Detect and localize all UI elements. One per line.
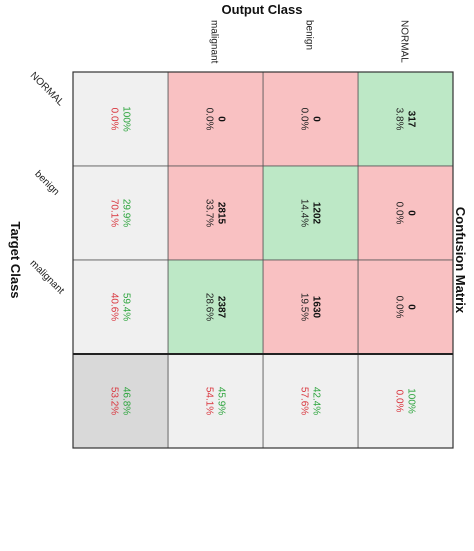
cell-value-0-1-line1: 0 bbox=[311, 116, 322, 122]
output-class-label: NORMAL bbox=[399, 20, 410, 63]
cell-value-2-1-line1: 1630 bbox=[311, 296, 322, 319]
row-summary-0-line2: 0.0% bbox=[109, 108, 120, 131]
target-class-label: malignant bbox=[28, 258, 67, 297]
row-summary-1: 29.9%70.1% bbox=[109, 199, 132, 227]
output-class-label: benign bbox=[304, 20, 315, 50]
matrix-cell-NORMAL-benign bbox=[262, 71, 359, 167]
matrix-cell-malignant-benign bbox=[262, 259, 359, 355]
cell-value-1-1-line1: 1202 bbox=[311, 202, 322, 225]
column-summary-cell-malignant bbox=[167, 353, 264, 449]
column-summary-2: 45.9%54.1% bbox=[204, 387, 227, 415]
output-class-tick-2: malignant bbox=[209, 20, 220, 64]
matrix-border bbox=[72, 71, 454, 449]
cell-value-2-2-line2: 28.6% bbox=[204, 293, 215, 321]
matrix-cell-malignant-malignant bbox=[167, 259, 264, 355]
row-summary-2-line1: 59.4% bbox=[121, 293, 132, 321]
column-summary-0-line2: 0.0% bbox=[394, 390, 405, 413]
column-summary-0-line1: 100% bbox=[406, 388, 417, 414]
cell-value-2-0: 00.0% bbox=[394, 296, 417, 319]
target-class-tick-1: benign bbox=[32, 169, 61, 198]
cell-value-1-0: 00.0% bbox=[394, 202, 417, 225]
matrix-cell-benign-malignant bbox=[167, 165, 264, 261]
target-class-label: benign bbox=[32, 169, 61, 198]
matrix-cell-malignant-NORMAL bbox=[357, 259, 454, 355]
row-summary-0: 100%0.0% bbox=[109, 106, 132, 132]
cell-value-2-2-line1: 2387 bbox=[216, 296, 227, 319]
cell-value-0-2-line1: 0 bbox=[216, 116, 227, 122]
cell-value-0-2: 00.0% bbox=[204, 108, 227, 131]
column-summary-1-line1: 42.4% bbox=[311, 387, 322, 415]
row-summary-cell-malignant bbox=[72, 259, 169, 355]
output-class-tick-0: NORMAL bbox=[399, 20, 410, 63]
output-class-label: malignant bbox=[209, 20, 220, 64]
cell-value-0-0-line2: 3.8% bbox=[394, 108, 405, 131]
chart-title: Confusion Matrix bbox=[453, 207, 468, 314]
column-summary-cell-benign bbox=[262, 353, 359, 449]
cell-value-1-0-line2: 0.0% bbox=[394, 202, 405, 225]
column-summary-2-line1: 45.9% bbox=[216, 387, 227, 415]
row-summary-cell-benign bbox=[72, 165, 169, 261]
output-class-tick-1: benign bbox=[304, 20, 315, 50]
cell-value-0-1-line2: 0.0% bbox=[299, 108, 310, 131]
cell-value-0-0-line1: 317 bbox=[406, 111, 417, 128]
cell-value-2-0-line1: 0 bbox=[406, 304, 417, 310]
cell-value-2-0-line2: 0.0% bbox=[394, 296, 405, 319]
y-axis-title-group: Target Class bbox=[8, 221, 23, 298]
x-axis-title: Output Class bbox=[222, 2, 303, 17]
matrix-cells: 3173.8%00.0%00.0%00.0%120214.4%281533.7%… bbox=[72, 71, 454, 449]
column-summary-0: 100%0.0% bbox=[394, 388, 417, 414]
matrix-cell-benign-benign bbox=[262, 165, 359, 261]
column-summary-cell-NORMAL bbox=[357, 353, 454, 449]
row-summary-2: 59.4%40.6% bbox=[109, 293, 132, 321]
row-summary-1-line2: 70.1% bbox=[109, 199, 120, 227]
cell-value-0-1: 00.0% bbox=[299, 108, 322, 131]
cell-value-0-2-line2: 0.0% bbox=[204, 108, 215, 131]
target-class-tick-2: malignant bbox=[28, 258, 67, 297]
cell-value-1-2-line2: 33.7% bbox=[204, 199, 215, 227]
row-summary-cell-NORMAL bbox=[72, 71, 169, 167]
column-summary-2-line2: 54.1% bbox=[204, 387, 215, 415]
y-axis-title: Target Class bbox=[8, 221, 23, 298]
target-class-label: NORMAL bbox=[28, 70, 66, 108]
matrix-cell-NORMAL-malignant bbox=[167, 71, 264, 167]
overall-accuracy: 46.8%53.2% bbox=[109, 387, 132, 415]
overall-accuracy-cell bbox=[72, 353, 169, 449]
row-summary-2-line2: 40.6% bbox=[109, 293, 120, 321]
overall-accuracy-line1: 46.8% bbox=[121, 387, 132, 415]
column-summary-1-line2: 57.6% bbox=[299, 387, 310, 415]
cell-value-1-2-line1: 2815 bbox=[216, 202, 227, 225]
row-summary-1-line1: 29.9% bbox=[121, 199, 132, 227]
overall-accuracy-line2: 53.2% bbox=[109, 387, 120, 415]
matrix-cell-NORMAL-NORMAL bbox=[357, 71, 454, 167]
cell-value-2-1-line2: 19.5% bbox=[299, 293, 310, 321]
cell-value-1-0-line1: 0 bbox=[406, 210, 417, 216]
target-class-tick-0: NORMAL bbox=[28, 70, 66, 108]
matrix-cell-benign-NORMAL bbox=[357, 165, 454, 261]
row-summary-0-line1: 100% bbox=[121, 106, 132, 132]
cell-value-1-1-line2: 14.4% bbox=[299, 199, 310, 227]
chart-title-group: Confusion Matrix bbox=[453, 207, 468, 314]
column-summary-1: 42.4%57.6% bbox=[299, 387, 322, 415]
